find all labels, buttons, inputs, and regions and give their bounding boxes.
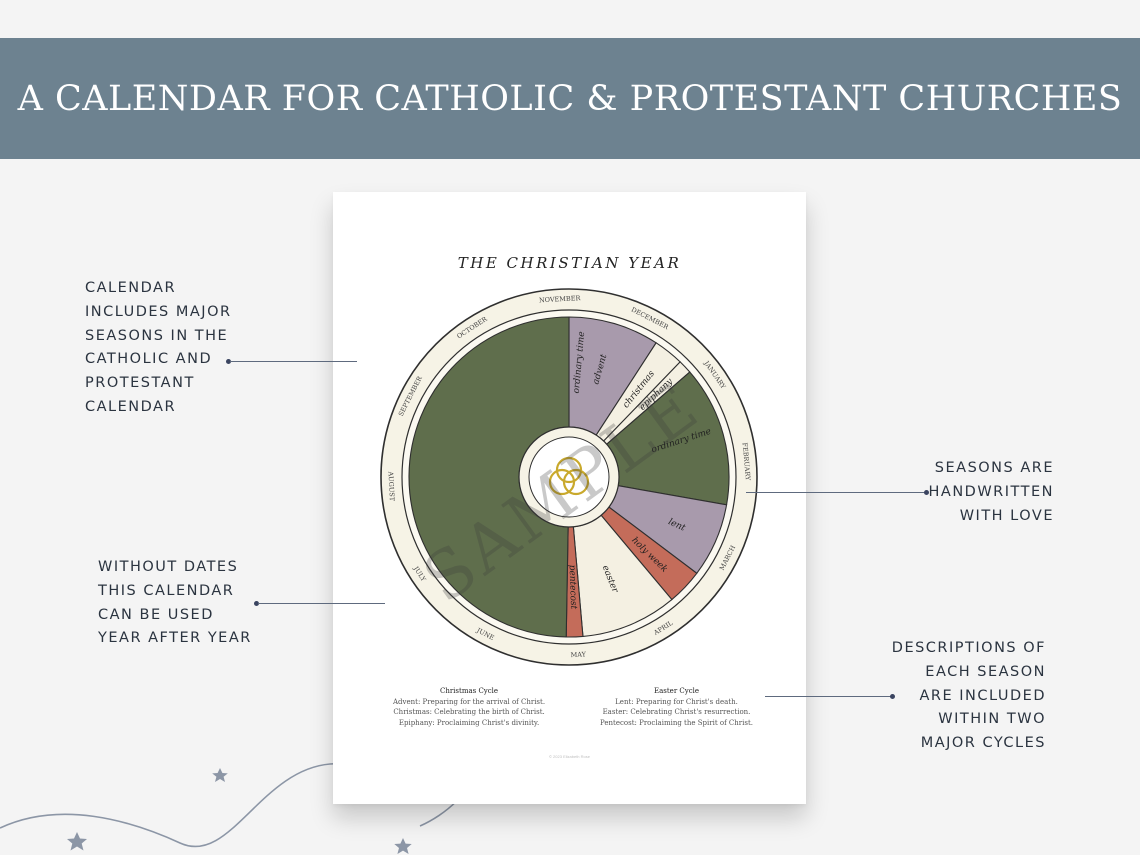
callout-handwritten: SEASONS ARE HANDWRITTEN WITH LOVE: [929, 457, 1055, 528]
callout-line: WITH LOVE: [959, 507, 1054, 524]
callout-dot: [924, 490, 929, 495]
star-icon: [394, 838, 412, 854]
header-banner: A CALENDAR FOR CATHOLIC & PROTESTANT CHU…: [0, 38, 1140, 159]
month-label: NOVEMBER: [539, 294, 582, 304]
callout-line: CATHOLIC AND: [85, 351, 213, 368]
trinity-ring-icon: [548, 468, 576, 496]
star-icon: [212, 768, 228, 782]
callout-line: CALENDAR: [85, 398, 177, 415]
callout-dot: [890, 694, 895, 699]
callout-line: CAN BE USED: [98, 606, 214, 623]
callout-line: WITHOUT DATES: [98, 559, 239, 575]
callout-connector: [258, 603, 385, 604]
callout-dot: [254, 601, 259, 606]
callout-line: INCLUDES MAJOR: [85, 303, 232, 320]
callout-line: SEASONS ARE: [934, 460, 1054, 476]
callout-line: EACH SEASON: [925, 663, 1046, 680]
callout-without-dates: WITHOUT DATES THIS CALENDAR CAN BE USED …: [98, 556, 252, 651]
easter-cycle: Easter Cycle Lent: Preparing for Christ'…: [600, 686, 753, 728]
callout-dot: [226, 359, 231, 364]
callout-line: HANDWRITTEN: [928, 483, 1054, 500]
callout-line: SEASONS IN THE: [85, 327, 229, 344]
trinity-ring-icon: [562, 468, 590, 496]
christmas-cycle-line: Christmas: Celebrating the birth of Chri…: [393, 708, 545, 716]
month-label: FEBRUARY: [741, 442, 752, 481]
calendar-sheet: THE CHRISTIAN YEAR NOVEMBER DECEMBER JANUA…: [333, 192, 806, 804]
callout-line: DESCRIPTIONS OF: [891, 640, 1046, 656]
callout-line: PROTESTANT: [85, 375, 195, 392]
christmas-cycle: Christmas Cycle Advent: Preparing for th…: [393, 686, 545, 728]
callout-line: WITHIN TWO: [938, 711, 1046, 728]
easter-cycle-line: Easter: Celebrating Christ's resurrectio…: [602, 708, 751, 716]
page-title: A CALENDAR FOR CATHOLIC & PROTESTANT CHU…: [17, 78, 1123, 119]
christmas-cycle-title: Christmas Cycle: [439, 687, 499, 695]
easter-cycle-line: Lent: Preparing for Christ's death.: [615, 697, 738, 706]
callout-line: THIS CALENDAR: [98, 582, 235, 599]
copyright-note: © 2023 Elizabeth Rose: [549, 754, 590, 759]
callout-connector: [746, 492, 927, 493]
callout-line: ARE INCLUDED: [919, 687, 1046, 704]
wheel-hub-inner: [528, 436, 610, 518]
callout-connector: [230, 361, 357, 362]
month-label: MAY: [570, 650, 586, 659]
callout-line: YEAR AFTER YEAR: [98, 630, 252, 647]
christian-year-wheel: NOVEMBERDECEMBERJANUARYFEBRUARYMARCHAPRI…: [380, 288, 758, 666]
month-label: AUGUST: [386, 470, 396, 502]
season-label: pentecost: [567, 565, 579, 610]
callout-connector: [765, 696, 893, 697]
callout-line: MAJOR CYCLES: [920, 735, 1046, 752]
cycle-descriptions: Christmas Cycle Advent: Preparing for th…: [393, 686, 753, 728]
sheet-title: THE CHRISTIAN YEAR: [457, 254, 682, 272]
easter-cycle-title: Easter Cycle: [653, 687, 699, 695]
christmas-cycle-line: Advent: Preparing for the arrival of Chr…: [393, 697, 546, 706]
callout-descriptions: DESCRIPTIONS OF EACH SEASON ARE INCLUDED…: [892, 637, 1046, 756]
star-icon: [67, 832, 87, 851]
callout-major-seasons: CALENDAR INCLUDES MAJOR SEASONS IN THE C…: [85, 277, 232, 420]
christmas-cycle-line: Epiphany: Proclaiming Christ's divinity.: [398, 718, 540, 727]
easter-cycle-line: Pentecost: Proclaiming the Spirit of Chr…: [600, 718, 753, 727]
callout-line: CALENDAR: [85, 280, 177, 296]
